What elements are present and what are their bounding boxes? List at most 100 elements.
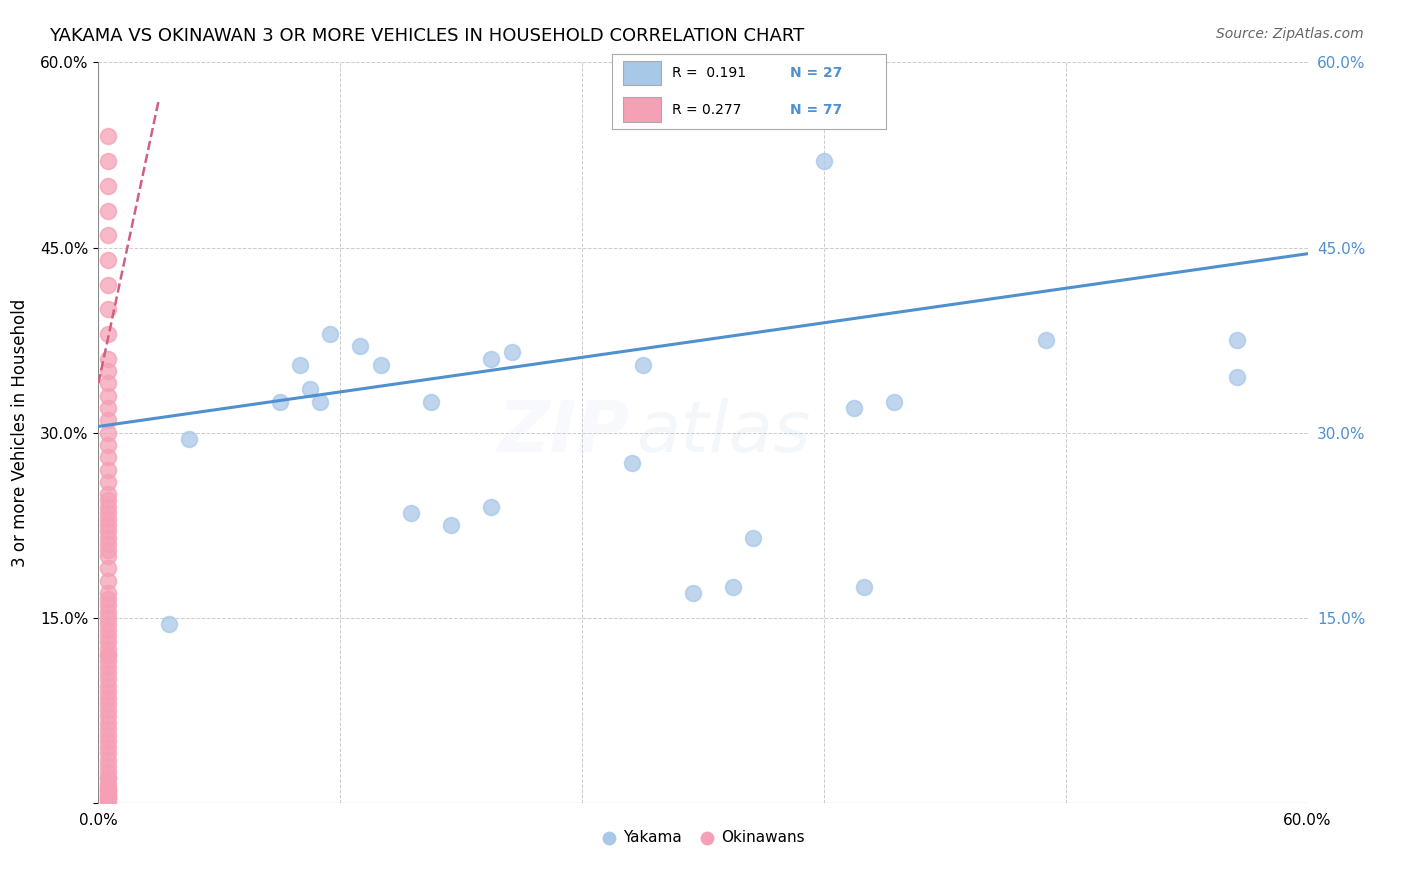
Point [97, 764, 120, 779]
Point [97, 549, 120, 563]
Point [97, 178, 120, 193]
Point [399, 506, 422, 520]
Point [97, 789, 120, 804]
Point [853, 580, 876, 594]
Point [97, 747, 120, 761]
Point [97, 641, 120, 656]
Point [97, 302, 120, 317]
Point [288, 358, 311, 372]
Point [97, 493, 120, 508]
Text: R =  0.191: R = 0.191 [672, 66, 747, 80]
Point [97, 351, 120, 366]
Point [97, 715, 120, 730]
Point [97, 388, 120, 402]
Text: Source: ZipAtlas.com: Source: ZipAtlas.com [1216, 27, 1364, 41]
Point [813, 154, 835, 169]
Text: YAKAMA VS OKINAWAN 3 OR MORE VEHICLES IN HOUSEHOLD CORRELATION CHART: YAKAMA VS OKINAWAN 3 OR MORE VEHICLES IN… [49, 27, 804, 45]
Y-axis label: 3 or more Vehicles in Household: 3 or more Vehicles in Household [11, 299, 30, 566]
Point [370, 358, 392, 372]
Text: R = 0.277: R = 0.277 [672, 103, 741, 117]
Point [631, 358, 654, 372]
Point [309, 394, 332, 409]
Point [97, 771, 120, 785]
Point [97, 623, 120, 637]
Point [97, 728, 120, 742]
Point [97, 654, 120, 668]
Point [420, 394, 443, 409]
Point [97, 450, 120, 465]
Point [97, 475, 120, 489]
Point [97, 666, 120, 681]
Point [97, 648, 120, 662]
Point [97, 129, 120, 144]
Point [97, 605, 120, 619]
Point [97, 789, 120, 804]
Point [97, 574, 120, 588]
Point [97, 777, 120, 791]
Point [97, 252, 120, 267]
Text: atlas: atlas [637, 398, 811, 467]
Point [97, 524, 120, 539]
Point [97, 542, 120, 557]
Point [97, 734, 120, 748]
Point [299, 383, 322, 397]
Point [97, 787, 120, 801]
Point [97, 783, 120, 797]
Point [1035, 333, 1057, 347]
Point [269, 394, 291, 409]
Point [97, 561, 120, 575]
Point [97, 690, 120, 705]
FancyBboxPatch shape [623, 62, 661, 86]
Point [501, 345, 523, 359]
Point [97, 506, 120, 520]
FancyBboxPatch shape [623, 97, 661, 122]
Point [1226, 370, 1249, 384]
Point [723, 580, 745, 594]
Point [621, 457, 644, 471]
Point [97, 586, 120, 600]
Point [97, 793, 120, 807]
Point [97, 722, 120, 736]
Point [97, 413, 120, 427]
Point [97, 228, 120, 243]
Point [97, 616, 120, 631]
Point [97, 792, 120, 806]
Point [481, 351, 503, 366]
Point [97, 795, 120, 809]
Point [883, 394, 905, 409]
Point [97, 518, 120, 533]
Point [97, 531, 120, 545]
Point [97, 277, 120, 292]
Point [97, 635, 120, 649]
Point [97, 203, 120, 218]
Point [97, 487, 120, 501]
Point [97, 462, 120, 476]
Point [97, 629, 120, 643]
Point [97, 376, 120, 391]
Point [1226, 333, 1249, 347]
Point [179, 432, 201, 446]
Point [349, 339, 371, 353]
Point [97, 154, 120, 169]
Text: N = 27: N = 27 [790, 66, 842, 80]
Point [844, 401, 866, 415]
Text: N = 77: N = 77 [790, 103, 842, 117]
Point [157, 616, 180, 631]
Point [97, 425, 120, 440]
Point [97, 599, 120, 613]
Point [97, 709, 120, 723]
Point [97, 782, 120, 797]
Point [97, 660, 120, 674]
Point [97, 438, 120, 452]
Point [97, 648, 120, 662]
Point [97, 500, 120, 514]
Point [97, 673, 120, 687]
Point [97, 758, 120, 772]
Point [481, 500, 503, 514]
Point [97, 697, 120, 711]
Point [97, 740, 120, 755]
Point [440, 518, 463, 533]
Point [97, 536, 120, 550]
Point [97, 512, 120, 526]
Point [319, 326, 342, 341]
